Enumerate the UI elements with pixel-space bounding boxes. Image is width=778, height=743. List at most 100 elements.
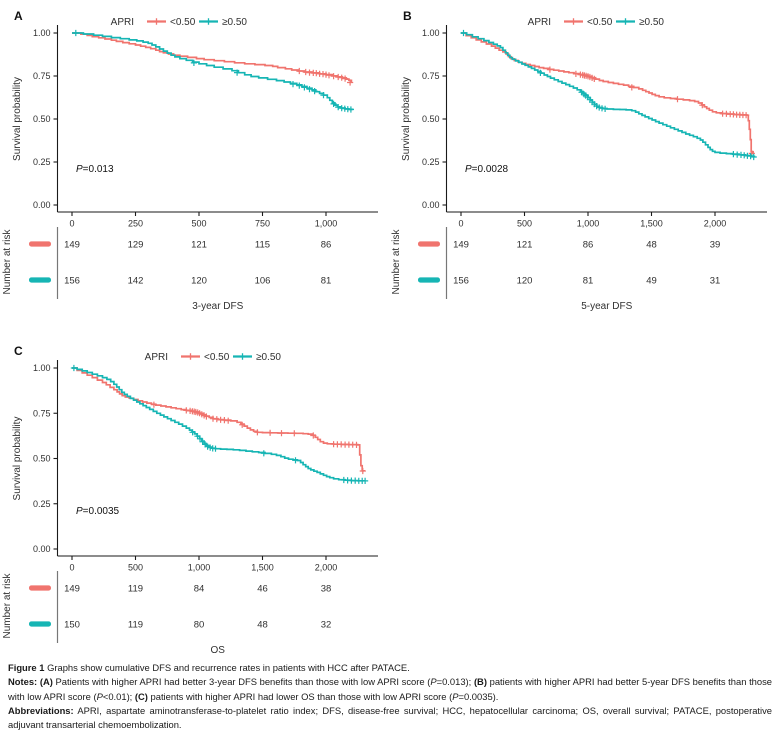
risk-count: 80: [194, 619, 205, 630]
legend-entry-label: <0.50: [204, 352, 230, 363]
panel-letter: A: [14, 9, 23, 23]
caption-run: Graphs show cumulative DFS and recurrenc…: [44, 662, 410, 673]
legend-title: APRI: [528, 17, 551, 28]
risk-count: 129: [128, 239, 144, 250]
survival-curves: [70, 364, 369, 484]
caption-run: (B): [473, 676, 487, 688]
censor-marks-teal: [460, 29, 757, 161]
p-value-label: P=0.0028: [465, 164, 509, 175]
x-axis: 0 500 1,000 1,500 2,000: [57, 555, 378, 573]
risk-count: 121: [517, 239, 533, 250]
legend: APRI <0.50 ≥0.50: [528, 17, 665, 28]
km-curve-teal: [461, 32, 756, 158]
y-tick-label: 0.00: [33, 200, 51, 210]
y-axis: 1.00 0.75 0.50 0.25 0.00: [422, 25, 448, 212]
caption-notes: Notes: (A) Patients with higher APRI had…: [8, 675, 772, 704]
y-tick-label: 0.50: [33, 114, 51, 124]
caption-run: patients with higher APRI had better 5-y…: [8, 676, 772, 702]
risk-count: 115: [255, 239, 270, 250]
caption-run: =0.013);: [436, 676, 474, 688]
risk-count: 46: [257, 583, 268, 594]
risk-row-marker-red: [29, 241, 51, 247]
x-tick-label: 1,000: [188, 563, 211, 573]
caption-figure-title: Figure 1 Graphs show cumulative DFS and …: [8, 661, 772, 675]
x-tick-label: 1,000: [577, 219, 600, 229]
y-axis-title: Survival probability: [12, 77, 23, 161]
risk-count: 149: [64, 583, 80, 594]
risk-count: 156: [64, 275, 80, 286]
caption-run: Patients with higher APRI had better 3-y…: [52, 676, 431, 688]
x-tick-label: 2,000: [315, 563, 338, 573]
y-tick-label: 0.00: [422, 200, 440, 210]
risk-count: 149: [453, 239, 469, 250]
y-tick-label: 0.25: [33, 499, 51, 509]
risk-count: 81: [321, 275, 332, 286]
y-tick-label: 0.50: [33, 454, 51, 464]
caption-run: P: [452, 690, 459, 702]
risk-count: 119: [128, 583, 143, 594]
y-tick-label: 0.25: [422, 157, 440, 167]
caption-run: P: [430, 676, 437, 688]
x-tick-label: 750: [255, 219, 270, 229]
legend-key-censor-icon: [570, 18, 577, 25]
censor-marks-red: [296, 67, 354, 86]
risk-count: 156: [453, 275, 469, 286]
p-value-label: P=0.013: [76, 164, 114, 175]
legend: APRI <0.50 ≥0.50: [111, 17, 248, 28]
risk-count: 120: [191, 275, 207, 286]
p-value-label: P=0.0035: [76, 506, 120, 517]
x-axis: 0 250 500 750 1,000: [57, 211, 378, 229]
y-tick-label: 1.00: [33, 28, 51, 38]
y-axis-title: Survival probability: [401, 77, 412, 161]
caption-run: APRI, aspartate aminotransferase-to-plat…: [8, 704, 772, 731]
panel-letter: B: [403, 9, 412, 23]
legend-title: APRI: [111, 17, 134, 28]
risk-table-title: Number at risk: [2, 572, 13, 638]
x-tick-label: 2,000: [704, 219, 727, 229]
risk-count: 106: [255, 275, 271, 286]
caption-run: Notes:: [8, 676, 38, 688]
censor-marks-red: [546, 66, 755, 157]
risk-table: Number at risk 149 121 86 48 39 156 120 81 49 31: [391, 227, 720, 299]
risk-count: 81: [583, 275, 594, 286]
caption-run: <0.01);: [102, 690, 135, 702]
caption-abbreviations: Abbreviations: APRI, aspartate aminotran…: [8, 704, 772, 733]
km-curve-red: [461, 32, 754, 154]
y-tick-label: 0.00: [33, 544, 51, 554]
risk-count: 48: [646, 239, 657, 250]
y-axis-title: Survival probability: [12, 417, 23, 501]
caption-run: Figure 1: [8, 662, 45, 673]
x-tick-label: 500: [517, 219, 532, 229]
legend-entry-label: ≥0.50: [639, 17, 664, 28]
y-tick-label: 0.25: [33, 157, 51, 167]
panel-a-chart: A APRI <0.50 ≥0.50 1.00 0.75 0.50 0.25 0.00 Survi…: [2, 9, 378, 312]
risk-row-marker-red: [418, 241, 440, 247]
censor-marks-teal: [72, 29, 354, 113]
risk-count: 38: [321, 583, 332, 594]
x-tick-label: 0: [69, 219, 74, 229]
legend-key-censor-icon: [205, 18, 212, 25]
caption-run: P: [96, 690, 103, 702]
x-tick-label: 1,000: [315, 219, 338, 229]
legend-entry-label: <0.50: [587, 17, 613, 28]
legend-entry-label: ≥0.50: [256, 352, 281, 363]
risk-table: Number at risk 149 129 121 115 86 156 142 120 106…: [2, 227, 331, 299]
x-tick-label: 500: [128, 563, 143, 573]
risk-count: 39: [710, 239, 721, 250]
censor-marks-red: [150, 401, 366, 475]
risk-count: 142: [128, 275, 144, 286]
panel-c-chart: C APRI <0.50 ≥0.50 1.00 0.75 0.50 0.25 0.00 Survi…: [2, 344, 378, 656]
risk-table-title: Number at risk: [2, 228, 13, 294]
x-axis-title: OS: [211, 645, 226, 656]
risk-table-title: Number at risk: [391, 228, 402, 294]
panel-letter: C: [14, 344, 23, 358]
y-tick-label: 0.50: [422, 114, 440, 124]
legend-key-censor-icon: [622, 18, 629, 25]
y-tick-label: 0.75: [422, 71, 440, 81]
legend-entry-label: ≥0.50: [222, 17, 247, 28]
risk-table: Number at risk 149 119 84 46 38 150 119 80 48 32: [2, 571, 331, 643]
survival-curves: [72, 29, 354, 113]
caption-run: =0.0035).: [458, 690, 499, 702]
y-axis: 1.00 0.75 0.50 0.25 0.00: [33, 360, 59, 556]
risk-row-marker-teal: [29, 277, 51, 283]
